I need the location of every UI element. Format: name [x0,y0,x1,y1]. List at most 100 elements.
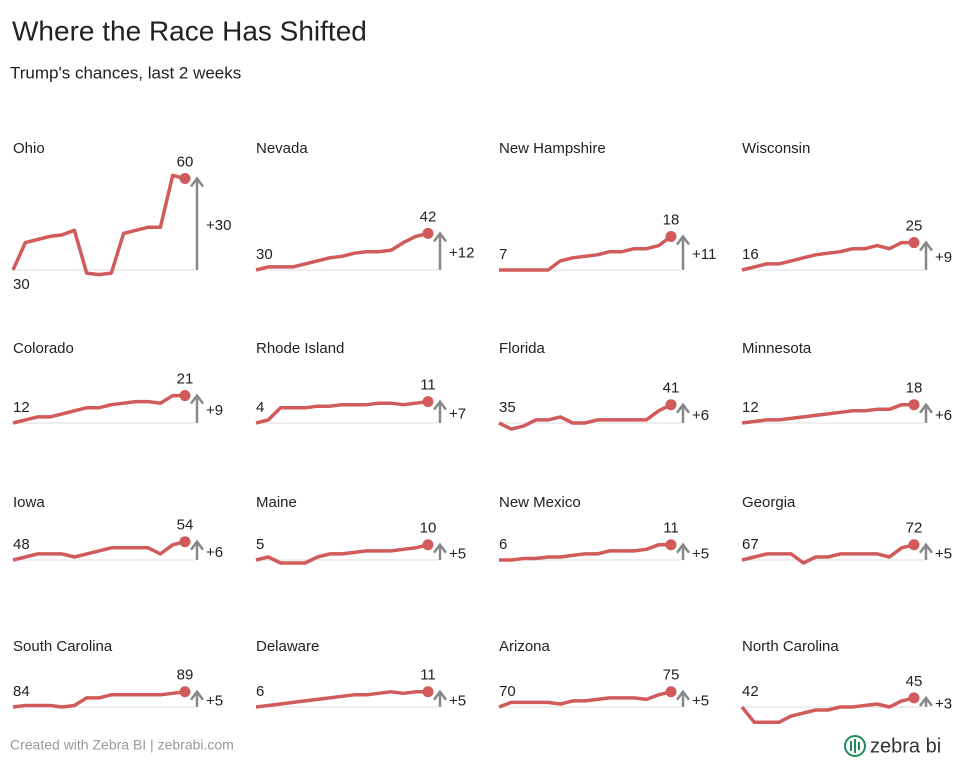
change-arrow [676,542,690,560]
end-dot [665,230,677,242]
panel-title: Maine [256,494,297,511]
change-arrow [433,231,447,270]
change-arrow [676,402,690,423]
trend-line [255,543,429,565]
start-label: 42 [742,683,759,700]
change-label: +5 [935,545,952,562]
change-label: +9 [935,249,952,266]
start-label: 7 [499,246,507,263]
end-dot [422,539,434,551]
end-dot [665,539,677,551]
panel-title: Nevada [256,140,308,157]
panel-title: Minnesota [742,340,812,357]
start-label: 4 [256,399,264,416]
end-dot [908,692,920,704]
panel-title: Wisconsin [742,140,810,157]
panel-title: Rhode Island [256,340,344,357]
trend-line [255,399,429,425]
panel-title: Florida [499,340,546,357]
start-label: 6 [256,683,264,700]
trend-line [498,690,672,709]
end-dot [179,173,191,184]
end-label: 11 [663,520,679,537]
end-label: 75 [663,667,680,684]
change-label: +30 [206,217,231,234]
trend-line [12,393,185,425]
end-dot [422,686,434,698]
change-label: +12 [449,245,474,262]
trend-line [741,240,914,272]
change-label: +9 [206,402,223,419]
change-arrow [919,695,933,707]
trend-line [741,543,915,565]
change-label: +7 [449,405,466,422]
change-arrow [190,176,204,270]
end-dot [908,237,920,249]
panel-title: Ohio [13,140,45,157]
end-dot [179,686,191,698]
end-label: 60 [177,153,194,170]
change-arrow [433,542,447,560]
end-label: 72 [906,520,923,537]
panel-title: New Mexico [499,494,581,511]
trend-line [740,696,915,725]
end-dot [908,399,920,411]
panel-title: Arizona [499,638,551,655]
end-dot [179,390,191,402]
trend-line [498,403,672,431]
change-label: +11 [692,246,716,263]
start-label: 16 [742,246,759,263]
change-arrow [919,542,933,560]
footer-credit: Created with Zebra BI | zebrabi.com [10,737,234,753]
trend-line [499,234,673,272]
end-label: 42 [420,208,437,225]
end-dot [422,396,434,408]
chart-title: Where the Race Has Shifted [12,15,367,46]
change-arrow [190,689,204,707]
panel-title: Delaware [256,638,319,655]
end-label: 18 [663,211,680,228]
change-label: +6 [206,544,223,561]
start-label: 12 [742,399,759,416]
panel-title: Iowa [13,494,45,511]
change-arrow [433,689,447,707]
end-label: 45 [906,673,923,690]
trend-line [255,690,428,709]
chart-subtitle: Trump's chances, last 2 weeks [10,63,241,82]
change-label: +6 [692,407,709,424]
panel-title: South Carolina [13,638,113,655]
change-arrow [919,240,933,270]
panel-title: North Carolina [742,638,839,655]
end-dot [665,399,677,411]
change-label: +5 [206,692,223,709]
start-label: 5 [256,536,264,553]
end-label: 18 [906,380,923,397]
start-label: 67 [742,536,759,553]
change-label: +5 [692,545,709,562]
change-arrow [676,234,690,270]
start-label: 84 [13,683,30,700]
start-label: 12 [13,399,30,416]
change-label: +5 [692,692,709,709]
trend-line [255,231,429,272]
start-label: 30 [256,246,273,263]
change-arrow [676,689,690,707]
change-arrow [190,539,204,560]
end-label: 11 [420,377,436,394]
start-label: 70 [499,683,516,700]
trend-line [11,173,186,277]
panel-title: New Hampshire [499,140,606,157]
panel-title: Colorado [13,340,74,357]
change-label: +3 [935,695,952,712]
end-dot [422,227,434,239]
start-label: 6 [499,536,507,553]
change-arrow [919,402,933,423]
end-dot [908,539,920,551]
trend-line [12,540,186,562]
logo-icon [844,735,866,757]
start-label: 30 [13,276,30,293]
end-label: 21 [177,371,194,388]
trend-line [12,690,186,709]
change-arrow [190,393,204,423]
